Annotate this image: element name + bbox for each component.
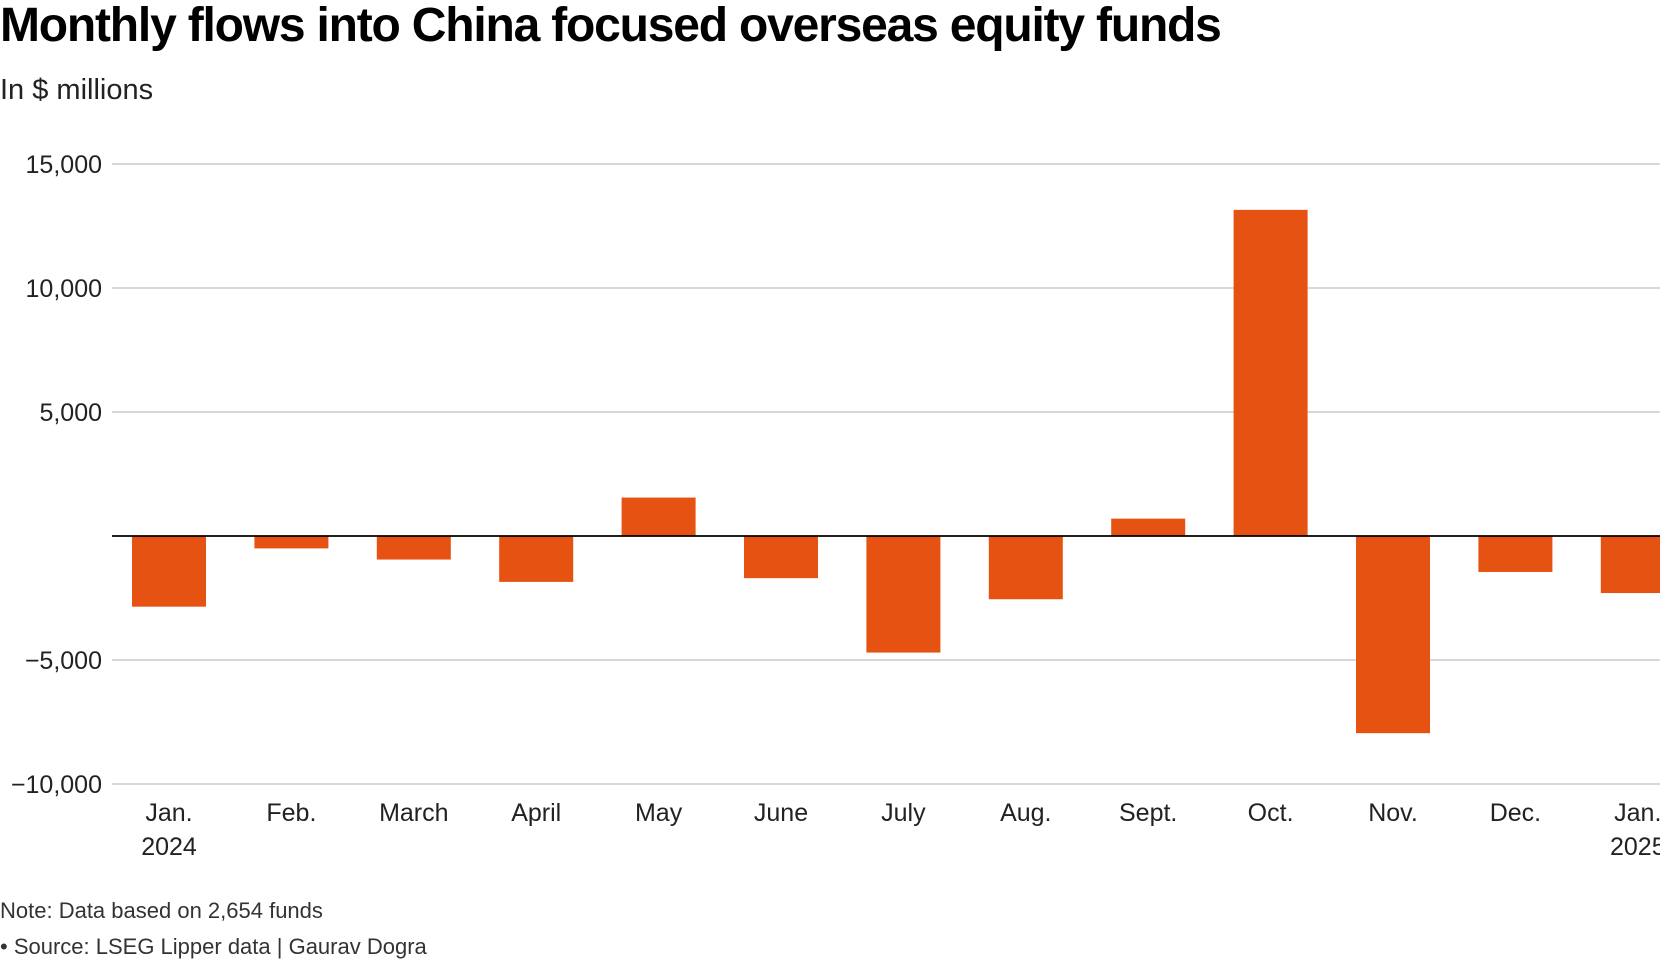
bar [866, 536, 941, 653]
chart-title: Monthly flows into China focused oversea… [0, 0, 1222, 52]
x-tick-label: May [635, 799, 683, 827]
bar [621, 497, 696, 536]
bar [1478, 536, 1553, 572]
bar [1356, 536, 1430, 734]
x-tick-label: Sept. [1119, 799, 1177, 827]
x-tick-label: 2025 [1610, 833, 1660, 861]
bar [988, 536, 1063, 600]
x-tick-label: Feb. [266, 799, 316, 827]
bar [376, 536, 451, 560]
bar [499, 536, 574, 582]
y-tick-label: −5,000 [25, 647, 102, 675]
x-tick-label: June [754, 799, 808, 827]
y-axis-tick-labels: 15,000 10,000 5,000 −5,000 −10,000 [11, 151, 102, 799]
x-tick-label: Oct. [1248, 799, 1294, 827]
x-tick-label: July [881, 799, 926, 827]
bar [1233, 209, 1308, 536]
x-tick-label: 2024 [141, 833, 197, 861]
bar [254, 536, 329, 549]
x-tick-label: Jan. [1614, 799, 1660, 827]
bar [744, 536, 818, 579]
footnote: Note: Data based on 2,654 funds [0, 898, 323, 923]
x-tick-label: Dec. [1490, 799, 1541, 827]
y-tick-label: 15,000 [26, 151, 102, 179]
bar [132, 536, 206, 607]
y-tick-label: 10,000 [26, 275, 102, 303]
bar [1111, 518, 1186, 536]
bars [132, 209, 1660, 734]
x-axis-tick-labels: Jan. 2024 Feb. March April May June July Aug. Sep… [141, 799, 1660, 861]
chart-subtitle: In $ millions [0, 74, 154, 106]
source-credit: • Source: LSEG Lipper data | Gaurav Dogr… [0, 934, 427, 959]
bar [1600, 536, 1660, 594]
x-tick-label: Jan. [145, 799, 192, 827]
y-tick-label: −10,000 [11, 771, 102, 799]
x-tick-label: April [511, 799, 561, 827]
x-tick-label: Aug. [1000, 799, 1051, 827]
x-tick-label: March [379, 799, 448, 827]
y-tick-label: 5,000 [39, 399, 102, 427]
x-tick-label: Nov. [1368, 799, 1418, 827]
